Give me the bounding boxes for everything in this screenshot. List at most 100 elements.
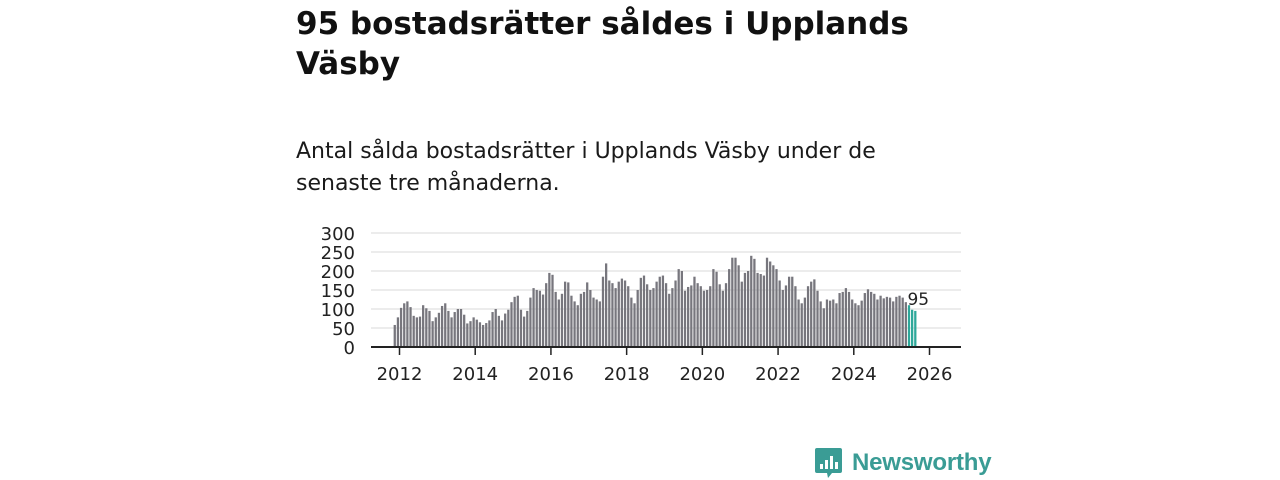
bar bbox=[570, 295, 573, 347]
bar bbox=[393, 324, 396, 347]
bar bbox=[787, 276, 791, 347]
x-tick-label: 2026 bbox=[907, 364, 953, 385]
bar bbox=[671, 288, 674, 347]
bar bbox=[642, 275, 646, 347]
bar bbox=[873, 293, 876, 347]
bar bbox=[693, 276, 696, 347]
y-tick-label: 50 bbox=[332, 319, 355, 340]
bar bbox=[478, 322, 482, 347]
bar bbox=[649, 290, 652, 347]
x-tick-label: 2020 bbox=[679, 364, 725, 385]
bar bbox=[425, 308, 428, 347]
bar bbox=[658, 276, 661, 347]
bar bbox=[718, 284, 721, 347]
bar bbox=[535, 290, 538, 347]
bar bbox=[614, 288, 617, 347]
bar bbox=[765, 257, 769, 347]
bar bbox=[705, 290, 709, 347]
bar bbox=[687, 286, 690, 347]
bar bbox=[832, 299, 835, 347]
bar bbox=[447, 310, 450, 347]
bar bbox=[403, 303, 406, 347]
bar bbox=[709, 286, 712, 347]
bar bbox=[724, 283, 728, 347]
bar bbox=[522, 316, 526, 347]
bar bbox=[668, 293, 671, 347]
bar bbox=[784, 285, 788, 347]
bar bbox=[440, 305, 444, 347]
bar bbox=[800, 303, 803, 347]
bar bbox=[756, 272, 759, 347]
bar bbox=[885, 296, 889, 347]
bar bbox=[412, 315, 415, 347]
bar bbox=[781, 290, 784, 347]
bar bbox=[683, 290, 687, 347]
bar bbox=[892, 301, 895, 347]
bar bbox=[538, 290, 542, 347]
bar bbox=[794, 286, 797, 347]
y-tick-label: 300 bbox=[321, 224, 355, 245]
x-tick-label: 2018 bbox=[604, 364, 650, 385]
bar bbox=[469, 321, 472, 347]
bar bbox=[879, 295, 882, 347]
bar bbox=[608, 280, 611, 347]
bar bbox=[573, 301, 576, 347]
bar bbox=[611, 283, 614, 347]
bar bbox=[769, 261, 772, 347]
bar bbox=[437, 312, 441, 347]
bar bbox=[664, 283, 668, 347]
y-tick-label: 0 bbox=[344, 338, 355, 359]
bar bbox=[680, 271, 683, 347]
bar bbox=[620, 278, 624, 347]
bar bbox=[728, 269, 731, 347]
bar bbox=[847, 291, 851, 347]
bar bbox=[582, 291, 586, 347]
bar bbox=[813, 279, 816, 347]
bar bbox=[563, 281, 567, 347]
bar bbox=[507, 309, 510, 347]
bar bbox=[623, 280, 627, 347]
bar bbox=[510, 302, 513, 347]
bar bbox=[734, 257, 737, 347]
bar bbox=[674, 280, 677, 347]
x-tick-label: 2016 bbox=[528, 364, 574, 385]
bar bbox=[806, 286, 810, 347]
bar bbox=[598, 301, 601, 347]
bar bbox=[494, 309, 497, 347]
bar bbox=[740, 281, 743, 347]
bar bbox=[415, 317, 418, 347]
bar bbox=[778, 280, 781, 347]
bar bbox=[519, 309, 523, 347]
bar bbox=[567, 282, 570, 347]
bar bbox=[450, 317, 453, 347]
bar bbox=[630, 297, 633, 347]
bar bbox=[472, 317, 475, 347]
y-tick-label: 100 bbox=[321, 300, 355, 321]
bar bbox=[409, 307, 412, 347]
bar-highlight bbox=[911, 309, 914, 347]
bar bbox=[434, 317, 437, 347]
bar bbox=[825, 299, 829, 347]
bar bbox=[466, 323, 469, 347]
bar bbox=[500, 320, 504, 347]
newsworthy-logo[interactable]: Newsworthy bbox=[814, 446, 992, 480]
bar bbox=[803, 297, 807, 347]
bar bbox=[816, 290, 819, 347]
bar bbox=[551, 274, 554, 347]
bar bbox=[601, 276, 605, 347]
bar bbox=[828, 300, 832, 347]
bar bbox=[396, 317, 400, 347]
bar bbox=[605, 263, 608, 347]
bar bbox=[810, 281, 813, 347]
bar bbox=[904, 302, 907, 347]
bar bbox=[863, 293, 866, 347]
bar bbox=[481, 324, 485, 347]
bar bbox=[526, 310, 529, 347]
bar bbox=[888, 297, 892, 347]
x-tick-label: 2014 bbox=[452, 364, 498, 385]
bar bbox=[721, 290, 724, 347]
bar-highlight bbox=[914, 310, 917, 347]
bar bbox=[895, 296, 898, 347]
bar bbox=[545, 283, 548, 347]
